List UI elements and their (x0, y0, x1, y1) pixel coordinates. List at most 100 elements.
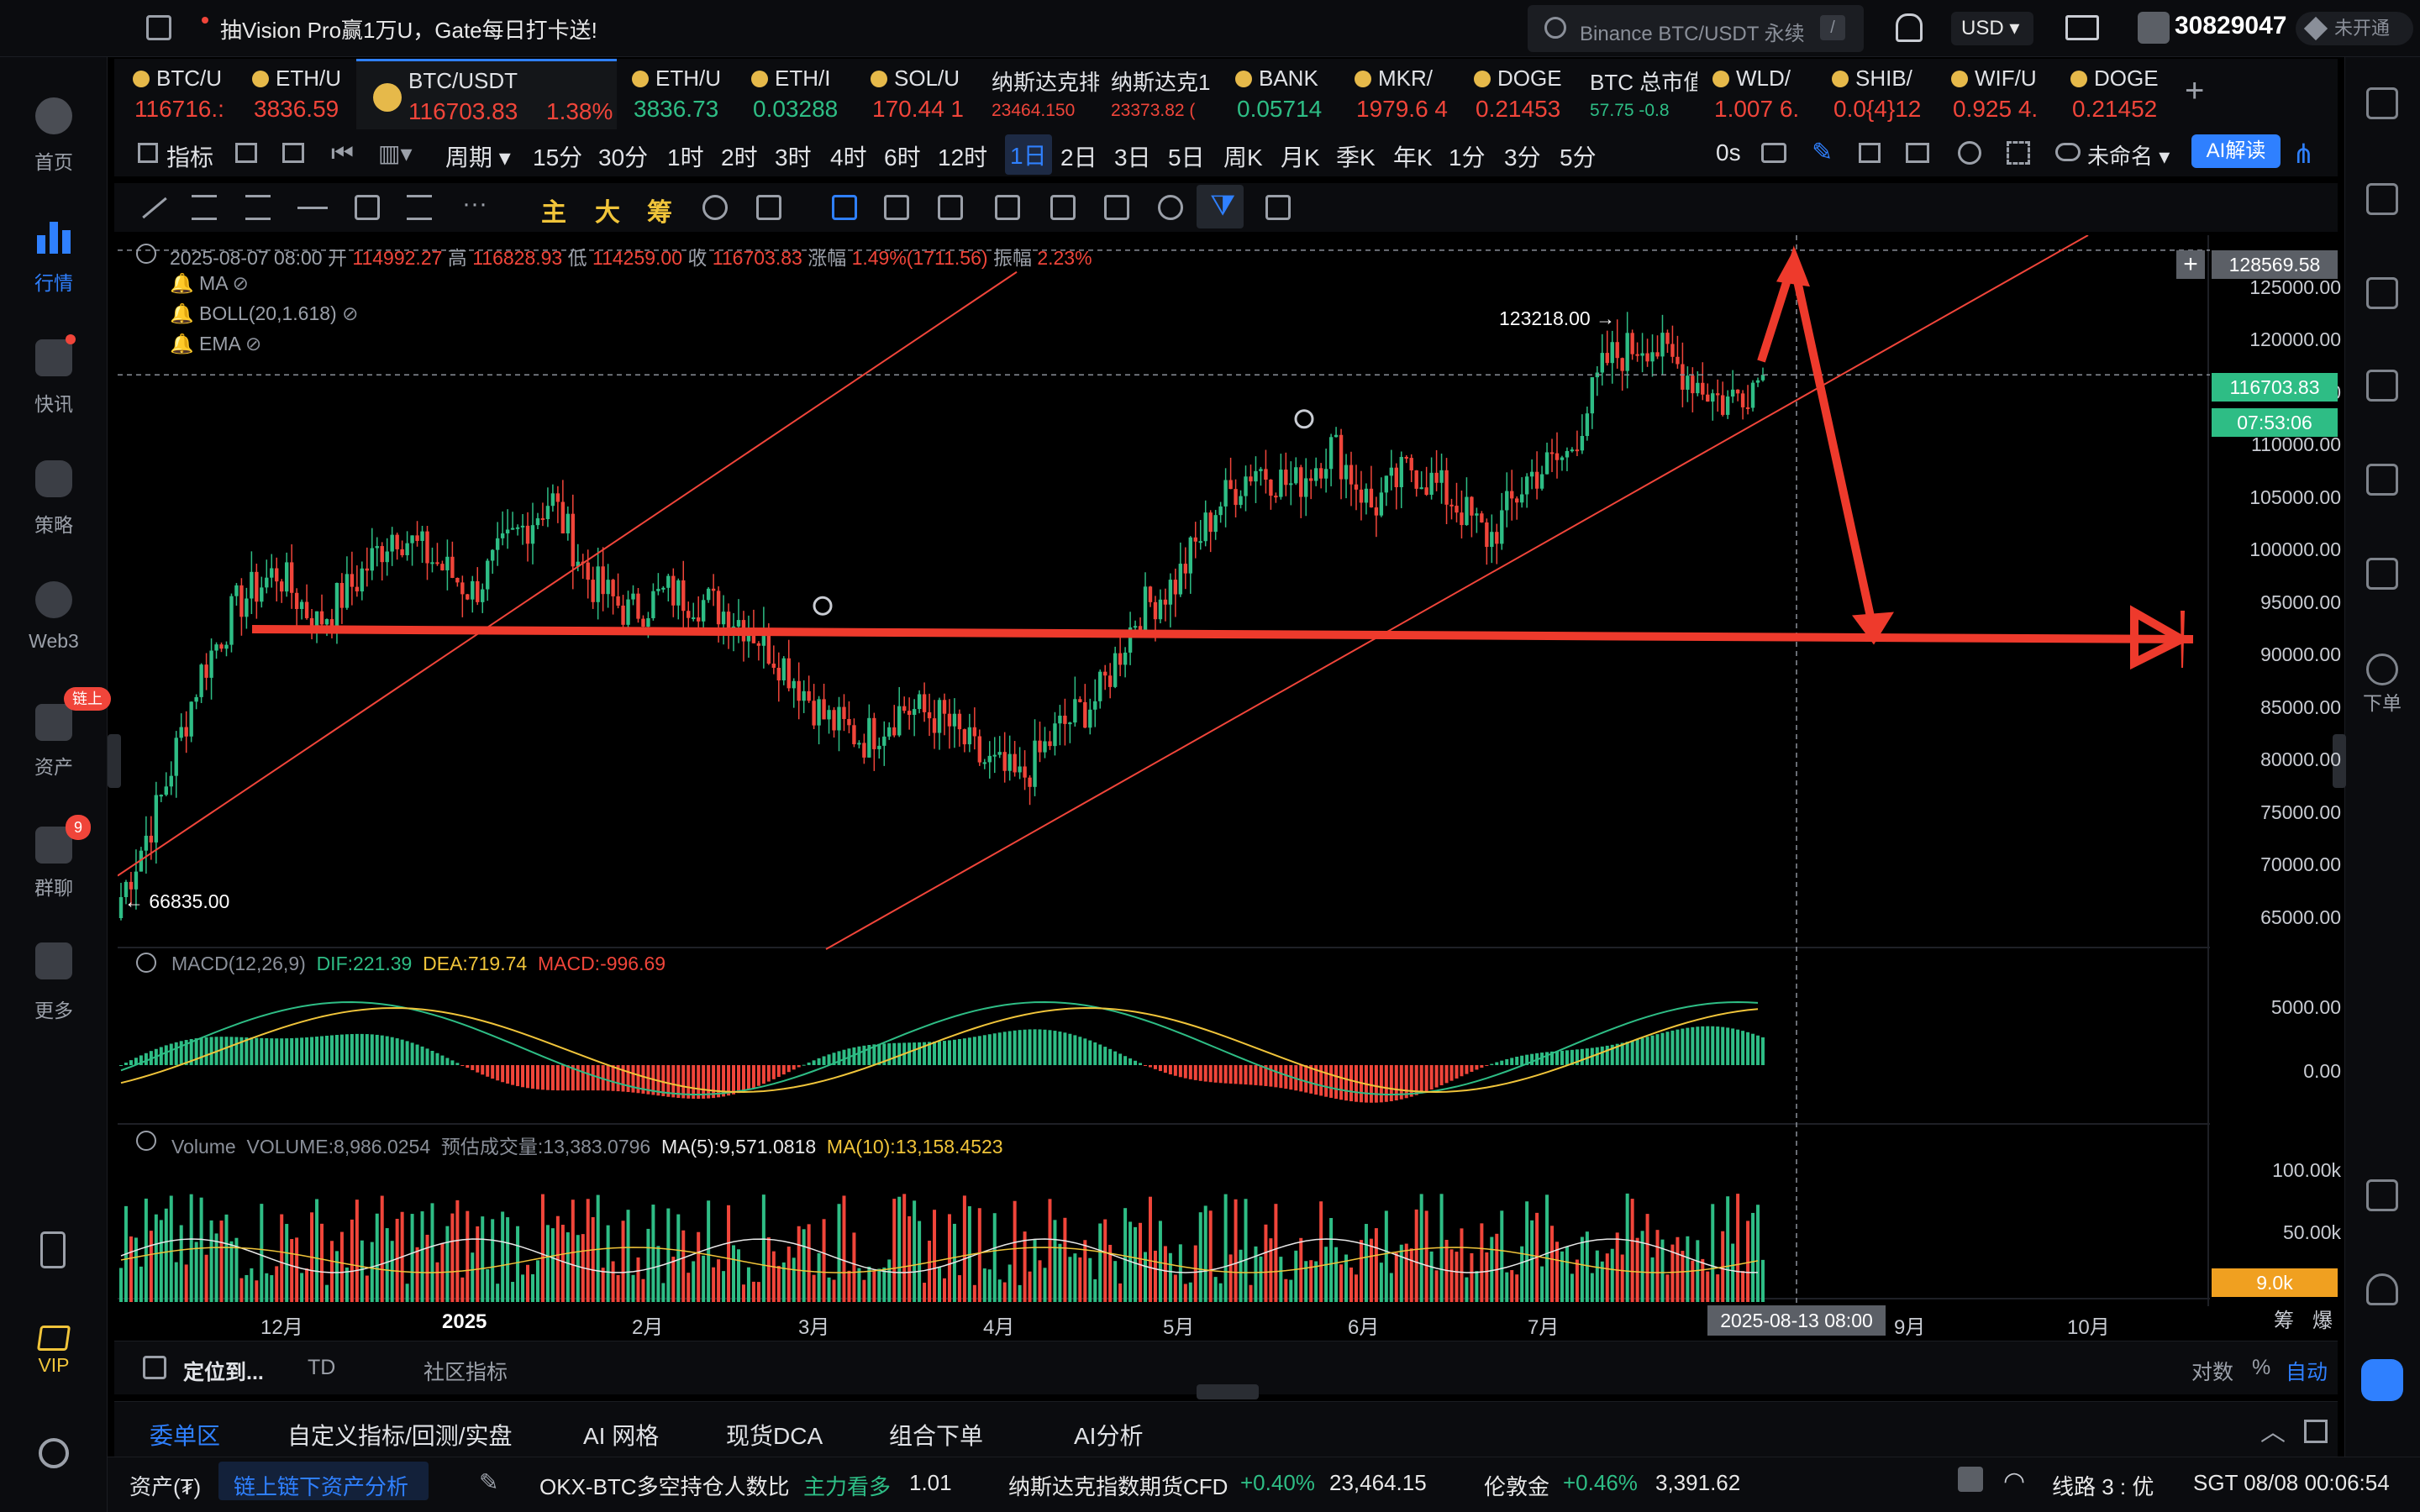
orderbook-icon[interactable] (2366, 183, 2398, 215)
symbol-tab[interactable]: DOGE 0.21452 (2055, 59, 2175, 129)
symbol-tab[interactable]: SHIB/0.0{4}12 (1817, 59, 1936, 129)
interval-button[interactable]: 5日 (1168, 144, 1205, 171)
interval-button[interactable]: 1时 (667, 144, 704, 171)
interval-button[interactable]: 4时 (830, 144, 867, 171)
panel-tab[interactable]: AI 网格 (583, 1423, 660, 1449)
template-icon[interactable] (1906, 143, 1929, 163)
share-icon[interactable]: ⋔ (2292, 139, 2315, 169)
order-icon[interactable] (2366, 654, 2398, 685)
hline-tool-icon[interactable] (192, 195, 217, 220)
boll-indicator[interactable]: 🔔 BOLL(20,1.618) ⊘ (170, 302, 359, 324)
edit-icon[interactable]: ✎ (479, 1469, 499, 1495)
interval-button[interactable]: 6时 (884, 144, 921, 171)
symbol-tab[interactable]: WIF/U 0.925 4. (1936, 59, 2055, 129)
nav-more[interactable]: 更多 (34, 1000, 73, 1021)
popout-icon[interactable] (1859, 143, 1881, 163)
td-button[interactable]: TD (308, 1356, 336, 1379)
symbol-tab[interactable]: BANK 0.05714 (1220, 59, 1339, 129)
split-icon[interactable] (282, 143, 304, 163)
filter-icon[interactable] (1197, 185, 1244, 228)
calendar-icon[interactable] (235, 143, 257, 163)
add-tab-button[interactable]: + (2185, 72, 2205, 109)
home-icon[interactable] (35, 97, 72, 134)
collapse-panel-icon[interactable]: ︿ (2260, 1419, 2286, 1446)
connection-line[interactable]: 线路 3 : 优 (2052, 1474, 2154, 1499)
headset-icon[interactable] (2366, 1273, 2398, 1305)
strategy-icon[interactable] (35, 460, 72, 497)
channel-tool-icon[interactable] (245, 195, 271, 220)
news-icon[interactable] (35, 339, 72, 376)
ema-indicator[interactable]: 🔔 EMA ⊘ (170, 333, 262, 354)
burst-axis-button[interactable]: 爆 (2312, 1310, 2333, 1332)
interval-button[interactable]: 2时 (721, 144, 758, 171)
nav-assets[interactable]: 资产 (34, 756, 73, 778)
locate-icon[interactable] (143, 1356, 166, 1379)
web3-icon[interactable] (35, 581, 72, 618)
measure-icon[interactable] (756, 195, 781, 220)
interval-button[interactable]: 30分 (598, 144, 649, 171)
promo-banner[interactable]: 抽Vision Pro赢1万U，Gate每日打卡送! (220, 18, 597, 43)
symbol-tab[interactable]: BTC/U 116716.: (118, 59, 237, 129)
symbol-tab[interactable]: DOGE 0.21453 (1459, 59, 1578, 129)
eye-off-icon[interactable]: ⊘ (245, 333, 262, 354)
chips-axis-button[interactable]: 筹 (2274, 1310, 2294, 1332)
nav-home[interactable]: 首页 (34, 151, 73, 173)
interval-button[interactable]: 年K (1393, 144, 1433, 171)
panel-tab[interactable]: 委单区 (150, 1418, 221, 1462)
period-button[interactable]: 周期 ▾ (445, 144, 511, 171)
monitor-icon[interactable] (2366, 464, 2398, 496)
big-order-button[interactable]: 大 (595, 199, 620, 227)
list-icon[interactable] (2366, 87, 2398, 119)
trash-icon[interactable] (1265, 195, 1291, 220)
interval-button[interactable]: 3时 (775, 144, 812, 171)
nav-vip[interactable]: VIP (38, 1354, 70, 1376)
candle-type-icon[interactable]: ▥▾ (378, 140, 413, 166)
price-chart[interactable] (118, 235, 2218, 1306)
vip-icon[interactable] (36, 1326, 71, 1351)
interval-button[interactable]: 1分 (1449, 144, 1486, 171)
asset-analysis-link[interactable]: 链上链下资产分析 (234, 1474, 409, 1499)
nav-web3[interactable]: Web3 (29, 630, 79, 652)
community-indicator-button[interactable]: 社区指标 (424, 1361, 508, 1384)
countdown-toggle[interactable]: 0s (1716, 139, 1741, 165)
ruler-icon[interactable] (884, 195, 909, 220)
bell-icon[interactable] (1896, 13, 1923, 42)
interval-button[interactable]: 季K (1336, 144, 1376, 171)
popout-panel-icon[interactable] (2304, 1420, 2328, 1443)
auto-scale-button[interactable]: 自动 (2286, 1361, 2328, 1384)
interval-button[interactable]: 3分 (1504, 144, 1541, 171)
nav-market[interactable]: 行情 (34, 272, 73, 294)
note-icon[interactable] (1104, 195, 1129, 220)
gear-icon[interactable] (1958, 141, 1981, 165)
cloud-icon[interactable] (2055, 143, 2081, 161)
ray-tool-icon[interactable] (297, 207, 328, 209)
chips-button[interactable]: 筹 (647, 199, 672, 227)
window-icon[interactable] (146, 15, 171, 40)
settings-icon[interactable] (39, 1438, 69, 1468)
ohlc-collapse-icon[interactable] (136, 244, 156, 264)
more-tools-icon[interactable]: ··· (462, 190, 487, 218)
fib-tool-icon[interactable] (407, 195, 432, 220)
more-icon[interactable] (35, 942, 72, 979)
crosshair-add-button[interactable]: + (2176, 250, 2205, 279)
main-chart-button[interactable]: 主 (541, 199, 566, 227)
nav-news[interactable]: 快讯 (34, 393, 73, 415)
ma-indicator[interactable]: 🔔 MA ⊘ (170, 272, 249, 294)
sync-icon[interactable] (1158, 195, 1183, 220)
interval-button[interactable]: 周K (1223, 144, 1263, 171)
magnet-icon[interactable] (702, 195, 728, 220)
currency-select[interactable]: USD ▾ (1951, 12, 2033, 45)
brush-icon[interactable] (938, 195, 963, 220)
nav-chat[interactable]: 群聊 (34, 877, 73, 899)
dollar-icon[interactable] (2366, 277, 2398, 309)
layout-select[interactable]: 未命名 ▾ (2087, 144, 2170, 169)
locate-button[interactable]: 定位到... (183, 1361, 264, 1384)
assets-icon[interactable] (35, 704, 72, 741)
rect-tool-icon[interactable] (355, 195, 380, 220)
interval-button[interactable]: 12时 (938, 144, 988, 171)
asset-analysis-box[interactable] (218, 1462, 429, 1500)
panel-tab[interactable]: 现货DCA (726, 1423, 823, 1449)
volume-collapse-icon[interactable] (136, 1131, 156, 1151)
expand-panel-handle[interactable] (1197, 1384, 1259, 1399)
interval-button[interactable]: 3日 (1114, 144, 1151, 171)
